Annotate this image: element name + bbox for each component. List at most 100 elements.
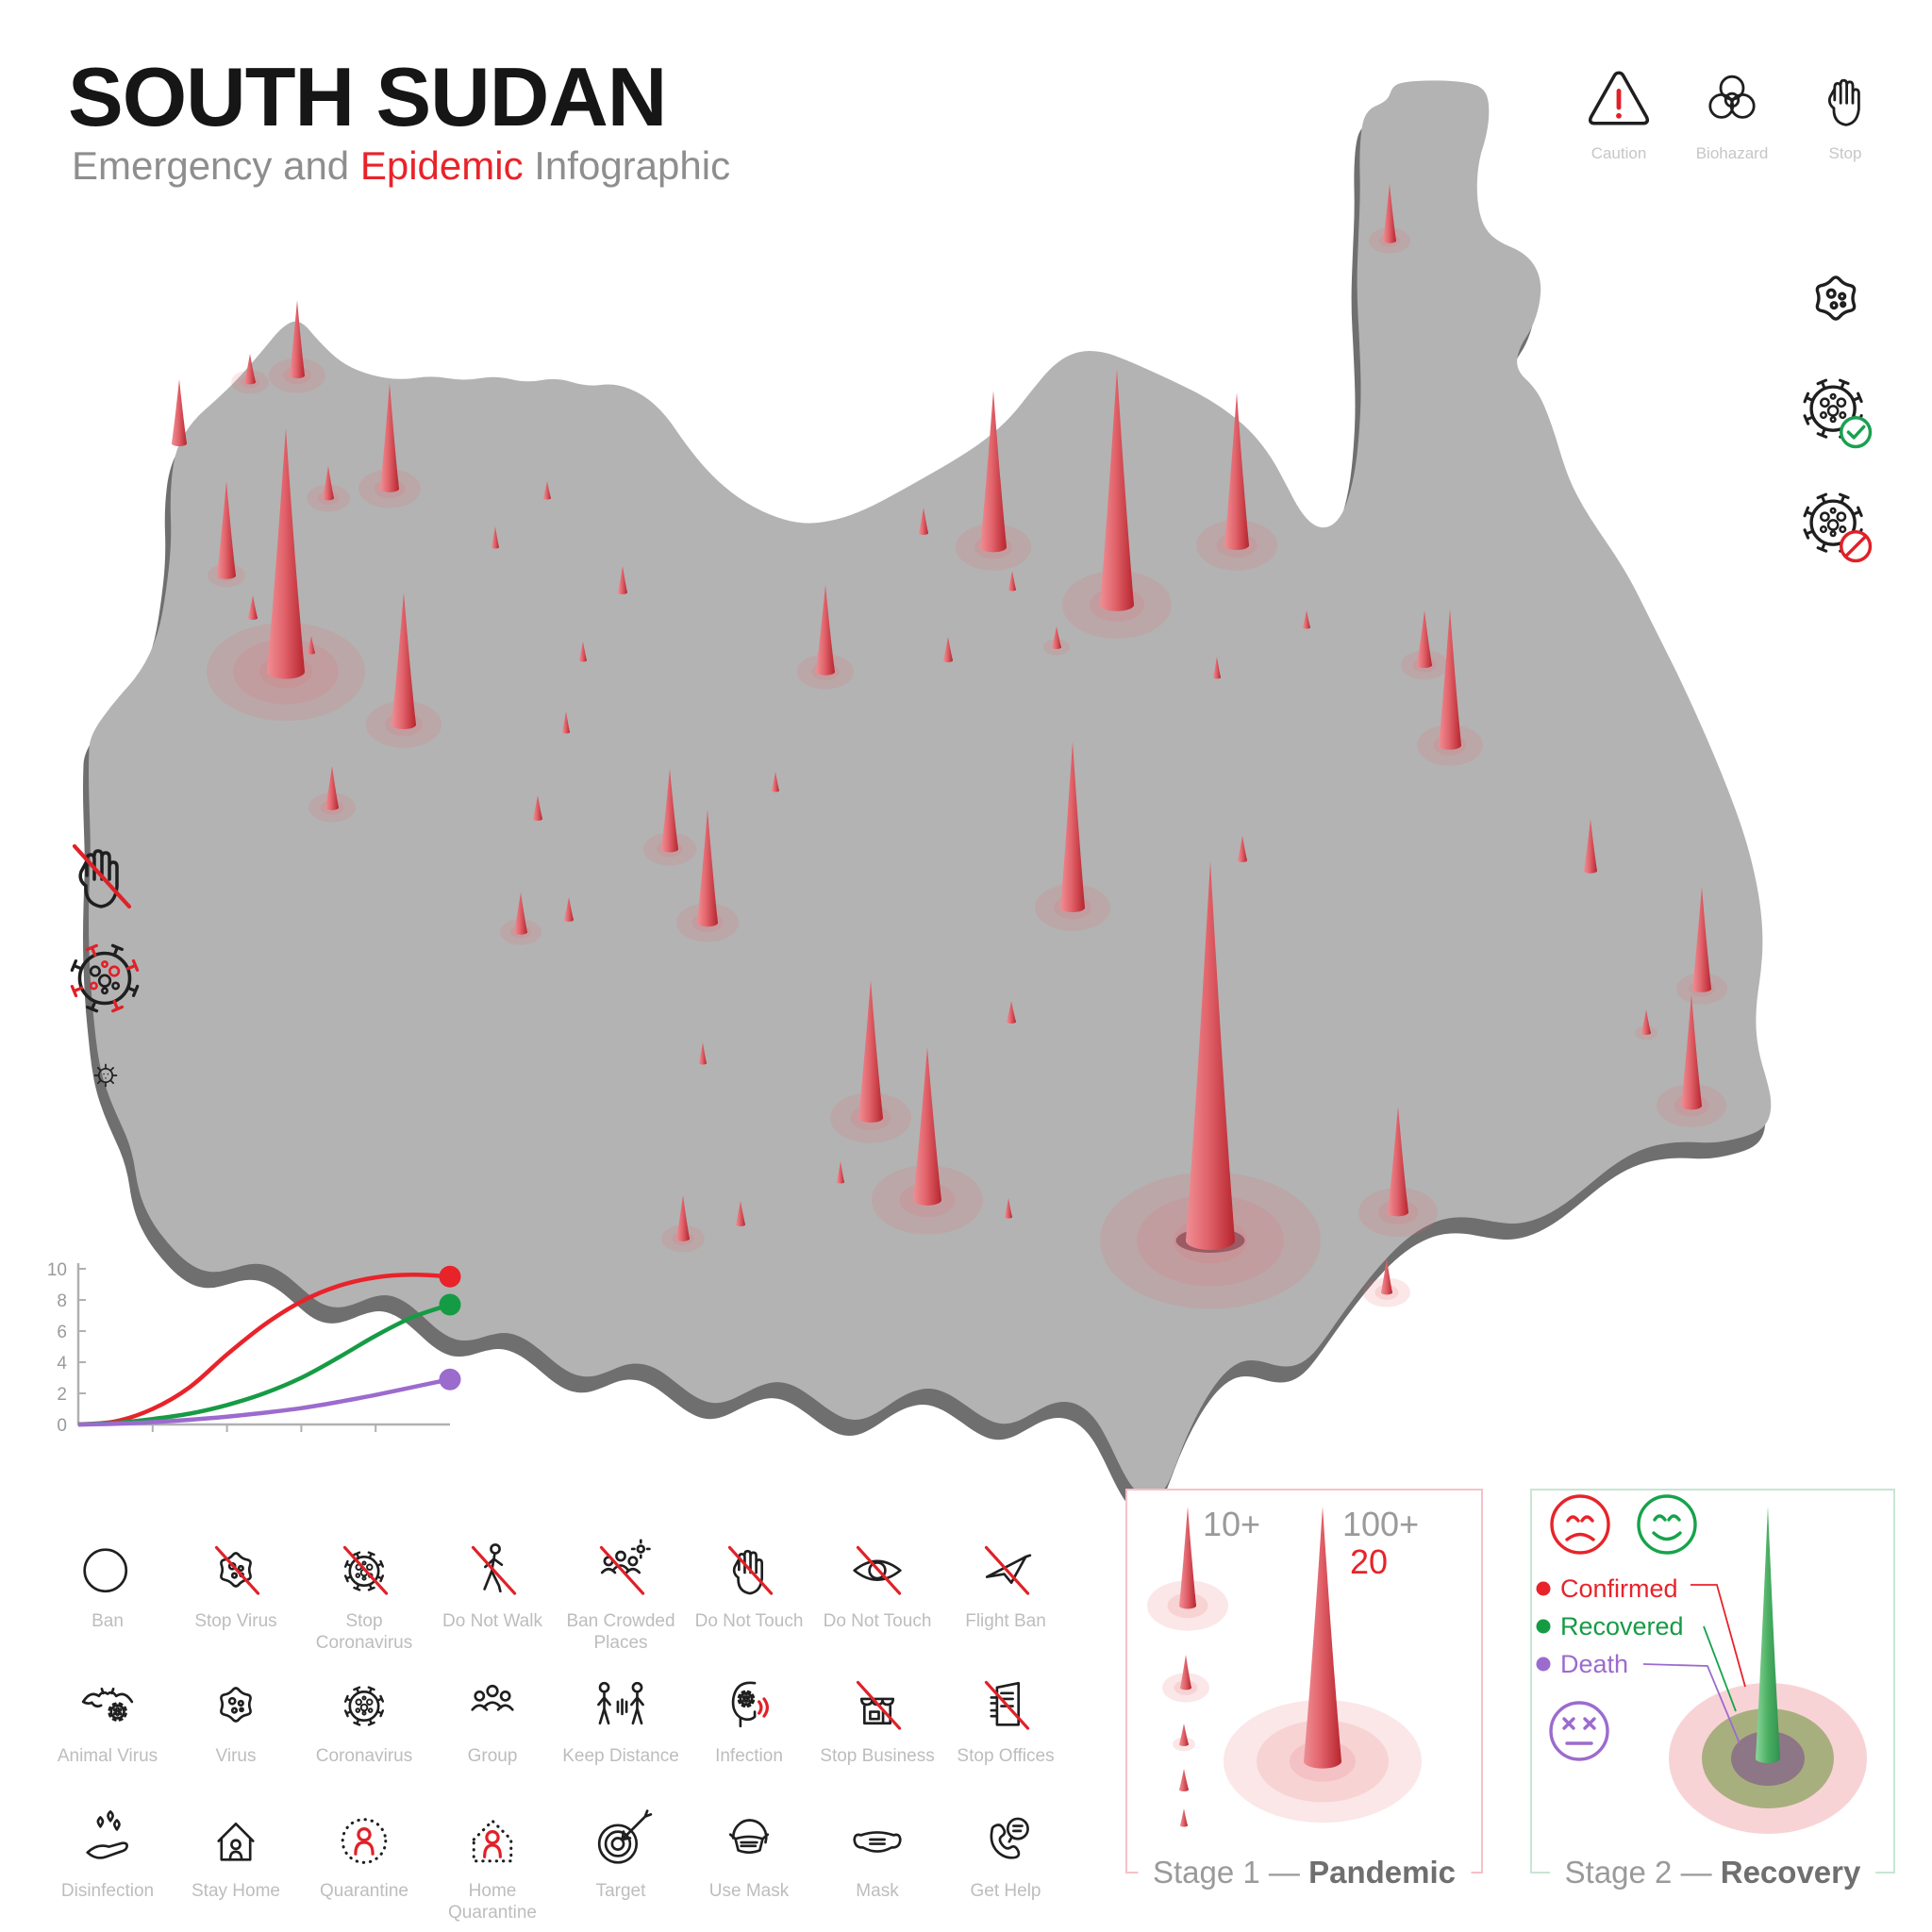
epidemic-curve-chart: 0 2 4 6 8 10 (38, 1257, 481, 1449)
legend-label: Recovered (1560, 1612, 1684, 1641)
y-tick-label: 0 (57, 1416, 67, 1436)
epidemic-spike (543, 481, 551, 500)
epidemic-spike (1180, 1655, 1191, 1690)
legend-dot (1536, 1619, 1551, 1634)
legend-label: Death (1560, 1650, 1628, 1678)
grid-item-label: Coronavirus (315, 1746, 413, 1766)
grid-item-label: Stop Virus (194, 1611, 277, 1631)
series-endpoint (439, 1265, 461, 1288)
grid-item-usemask: Use Mask (685, 1804, 813, 1932)
epidemic-spike (579, 641, 587, 662)
epidemic-spike (1005, 1198, 1012, 1219)
grid-item-label: Infection (715, 1746, 783, 1766)
grid-item-label: Mask (856, 1881, 899, 1901)
epidemic-spike (514, 892, 527, 935)
mask-icon (853, 1831, 902, 1853)
grid-item-label: Quarantine (319, 1881, 408, 1901)
home-icon (217, 1822, 255, 1861)
epidemic-spike (1439, 608, 1462, 750)
y-tick-label: 10 (47, 1260, 67, 1280)
grid-item-label: Target (595, 1881, 646, 1901)
grid-item-label: Ban (92, 1611, 124, 1631)
side-icon-virus-check (1790, 367, 1881, 462)
scale-label-100: 100+ (1342, 1505, 1419, 1543)
epidemic-spike (1179, 1507, 1196, 1609)
sad-face-icon (1550, 1494, 1610, 1555)
grid-item-crowd: Ban Crowded Places (557, 1534, 685, 1669)
epidemic-spike (1180, 1808, 1188, 1827)
crowd-icon (599, 1539, 651, 1595)
disinfect-icon (86, 1810, 128, 1859)
grid-item-office: Stop Offices (941, 1669, 1070, 1804)
epidemic-spike (919, 508, 928, 535)
epidemic-spike (1186, 861, 1235, 1250)
virus-small-icon (83, 1053, 128, 1103)
happy-face-icon (1637, 1494, 1697, 1555)
grid-item-distance: Keep Distance (557, 1669, 685, 1804)
ban-slash (72, 843, 132, 909)
grid-item-label: Group (467, 1746, 518, 1766)
no-touch-icon (53, 828, 147, 927)
grid-item-homeq: Home Quarantine (428, 1804, 557, 1932)
top-icon-caution: Caution (1562, 62, 1675, 163)
series-recovered (77, 1302, 451, 1427)
epidemic-spike (172, 379, 187, 446)
epidemic-spike (564, 897, 574, 922)
stop-hand-icon (1827, 78, 1860, 126)
ban-slash (599, 1545, 645, 1595)
eye-icon (853, 1545, 902, 1595)
icon-grid-row: Disinfection Stay Home Quarantine Home Quar… (43, 1804, 1091, 1932)
subtitle-accent: Epidemic (359, 143, 524, 188)
virus-small-icon (93, 1063, 118, 1088)
top-icon-label: Caution (1591, 144, 1647, 162)
grid-item-quarantine: Quarantine (300, 1804, 428, 1932)
series-death (77, 1376, 451, 1427)
ban-slash (342, 1545, 389, 1595)
icon-grid-row: Animal Virus Virus Coronavirus Group Keep Di… (43, 1669, 1091, 1804)
hand-icon (727, 1545, 774, 1595)
epidemic-spike (1681, 994, 1702, 1110)
epidemic-spike (1692, 887, 1711, 992)
page-title: SOUTH SUDAN (68, 50, 667, 143)
grid-item-corona: Stop Coronavirus (300, 1534, 428, 1669)
top-icon-label: Stop (1828, 144, 1862, 162)
homeq-icon (472, 1819, 513, 1863)
epidemic-spike (1417, 610, 1432, 668)
ban-slash (984, 1545, 1030, 1595)
epidemic-spike (391, 592, 416, 729)
epidemic-spike (244, 354, 256, 385)
ban-slash (984, 1680, 1030, 1730)
grid-item-corona: Coronavirus (300, 1669, 428, 1804)
epidemic-spike (1060, 741, 1085, 912)
page-subtitle: Emergency and Epidemic Infographic (72, 143, 730, 189)
subtitle-pre: Emergency and (72, 143, 360, 188)
grid-item-bat: Animal Virus (43, 1669, 172, 1804)
grid-item-ban: Ban (43, 1534, 172, 1669)
top-icon-stop-hand: Stop (1789, 62, 1902, 163)
bat-icon (81, 1687, 134, 1722)
store-icon (856, 1680, 902, 1730)
y-tick-label: 4 (57, 1354, 67, 1374)
coronavirus-red-icon (57, 930, 153, 1031)
virus-icon (220, 1687, 252, 1723)
icon-grid-row: Ban Stop Virus Stop Coronavirus Do Not Walk… (43, 1534, 1091, 1669)
epidemic-spike (325, 766, 339, 810)
biohazard-icon (1708, 75, 1756, 119)
epidemic-spike (1756, 1507, 1780, 1763)
ban-slash (856, 1680, 902, 1730)
epidemic-spike (1213, 657, 1221, 679)
top-icon-biohazard: Biohazard (1675, 62, 1789, 163)
epidemic-spike (1303, 610, 1310, 629)
grid-item-label: Stay Home (192, 1881, 280, 1901)
confirmed-leader (1690, 1584, 1746, 1688)
epidemic-spike (1388, 1107, 1408, 1217)
spikes (172, 184, 1711, 1295)
epidemic-spike (1100, 369, 1134, 611)
distance-icon (597, 1681, 644, 1725)
legend-dot (1536, 1657, 1551, 1672)
grid-item-target: Target (557, 1804, 685, 1932)
virus-check-icon (1803, 378, 1873, 449)
y-tick-label: 8 (57, 1291, 67, 1311)
stage2-caption-pre: Stage 2 — (1564, 1854, 1721, 1890)
series-confirmed (77, 1273, 451, 1427)
